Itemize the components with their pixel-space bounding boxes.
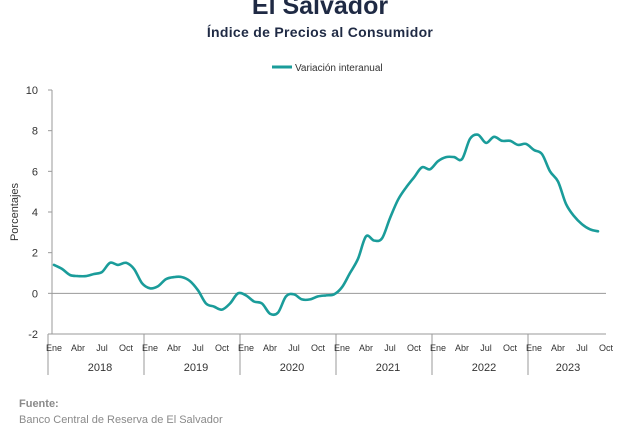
x-month-label: Jul	[576, 343, 588, 353]
y-tick-label: -2	[28, 329, 38, 341]
x-month-label: Oct	[215, 343, 230, 353]
x-month-label: Oct	[599, 343, 614, 353]
x-month-label: Ene	[430, 343, 446, 353]
x-year-label: 2018	[88, 362, 112, 374]
y-tick-label: 4	[32, 207, 38, 219]
y-tick-label: 8	[32, 126, 38, 138]
x-month-label: Jul	[288, 343, 300, 353]
x-month-label: Ene	[334, 343, 350, 353]
x-year-label: 2022	[472, 362, 496, 374]
x-month-label: Jul	[192, 343, 204, 353]
source-text: Banco Central de Reserva de El Salvador	[19, 414, 223, 426]
x-month-label: Jul	[480, 343, 492, 353]
x-month-label: Ene	[46, 343, 62, 353]
x-month-label: Oct	[311, 343, 326, 353]
y-axis-title: Porcentajes	[9, 182, 21, 241]
y-tick-label: 6	[32, 166, 38, 178]
legend-label: Variación interanual	[295, 63, 383, 74]
x-month-label: Ene	[238, 343, 254, 353]
chart-subtitle: Índice de Precios al Consumidor	[206, 24, 434, 40]
x-month-label: Oct	[503, 343, 518, 353]
x-month-label: Ene	[142, 343, 158, 353]
x-month-label: Ene	[526, 343, 542, 353]
x-month-label: Abr	[455, 343, 469, 353]
series-line	[52, 133, 600, 317]
source-label: Fuente:	[19, 398, 59, 410]
x-year-label: 2021	[376, 362, 400, 374]
x-year-label: 2020	[280, 362, 304, 374]
chart-title: El Salvador	[251, 0, 389, 20]
x-month-label: Abr	[551, 343, 565, 353]
x-month-label: Jul	[384, 343, 396, 353]
x-month-label: Abr	[71, 343, 85, 353]
y-tick-label: 0	[32, 288, 38, 300]
x-year-label: 2023	[556, 362, 580, 374]
x-month-label: Jul	[96, 343, 108, 353]
y-tick-label: 2	[32, 248, 38, 260]
x-year-label: 2019	[184, 362, 208, 374]
x-month-label: Oct	[119, 343, 134, 353]
x-month-label: Oct	[407, 343, 422, 353]
y-tick-label: 10	[26, 85, 38, 97]
x-month-label: Abr	[359, 343, 373, 353]
x-month-label: Abr	[167, 343, 181, 353]
x-month-label: Abr	[263, 343, 277, 353]
